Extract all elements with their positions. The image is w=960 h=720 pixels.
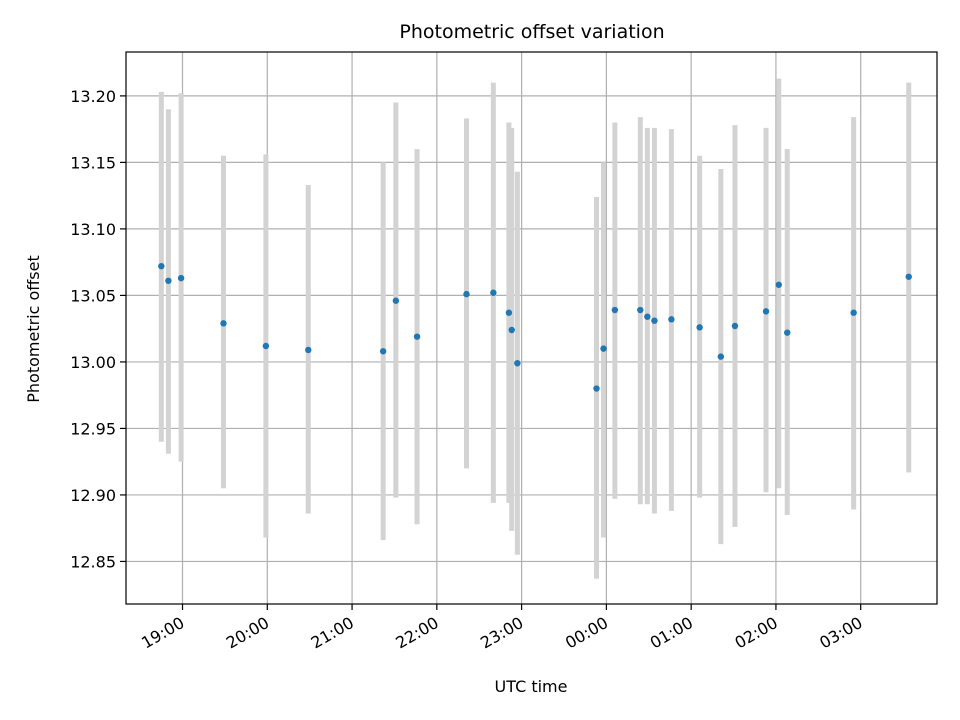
y-tick-label: 13.05 <box>70 286 116 305</box>
data-point <box>731 322 739 330</box>
data-point <box>762 308 770 315</box>
data-point <box>651 317 658 324</box>
data-point <box>717 353 725 360</box>
data-point <box>775 281 782 288</box>
data-points <box>158 262 912 392</box>
data-point <box>463 290 470 298</box>
data-point <box>784 329 791 336</box>
y-tick-label: 13.20 <box>70 87 116 106</box>
data-point <box>220 320 227 327</box>
data-point <box>905 273 912 280</box>
data-point <box>637 306 644 314</box>
data-point <box>165 277 172 284</box>
data-point <box>644 313 651 320</box>
data-point <box>668 316 675 323</box>
y-axis-label: Photometric offset <box>24 255 43 403</box>
axes-frame <box>125 51 938 605</box>
data-point <box>696 324 703 331</box>
data-point <box>392 297 400 304</box>
x-axis-label: UTC time <box>495 677 568 696</box>
data-point <box>413 333 421 340</box>
grid <box>126 52 937 604</box>
y-tick-label: 13.10 <box>70 220 116 239</box>
chart-title: Photometric offset variation <box>399 21 664 43</box>
data-point <box>600 345 607 352</box>
y-axis-ticks: 12.85 12.90 12.95 13.00 13.05 13.10 13.15 13.20 <box>70 87 126 571</box>
data-point <box>514 360 521 367</box>
y-tick-label: 13.00 <box>70 353 116 372</box>
y-tick-label: 12.95 <box>70 419 116 438</box>
data-point <box>305 346 312 354</box>
data-point <box>850 309 857 316</box>
y-tick-label: 13.15 <box>70 153 116 172</box>
data-point <box>158 262 165 270</box>
y-tick-label: 12.90 <box>70 486 116 505</box>
data-point <box>490 289 497 296</box>
data-point <box>593 385 600 392</box>
y-tick-label: 12.85 <box>70 552 116 571</box>
data-point <box>508 326 515 334</box>
data-point <box>379 348 387 355</box>
data-point <box>611 306 619 314</box>
data-point <box>505 309 513 316</box>
data-point <box>262 342 270 350</box>
data-point <box>177 274 185 282</box>
